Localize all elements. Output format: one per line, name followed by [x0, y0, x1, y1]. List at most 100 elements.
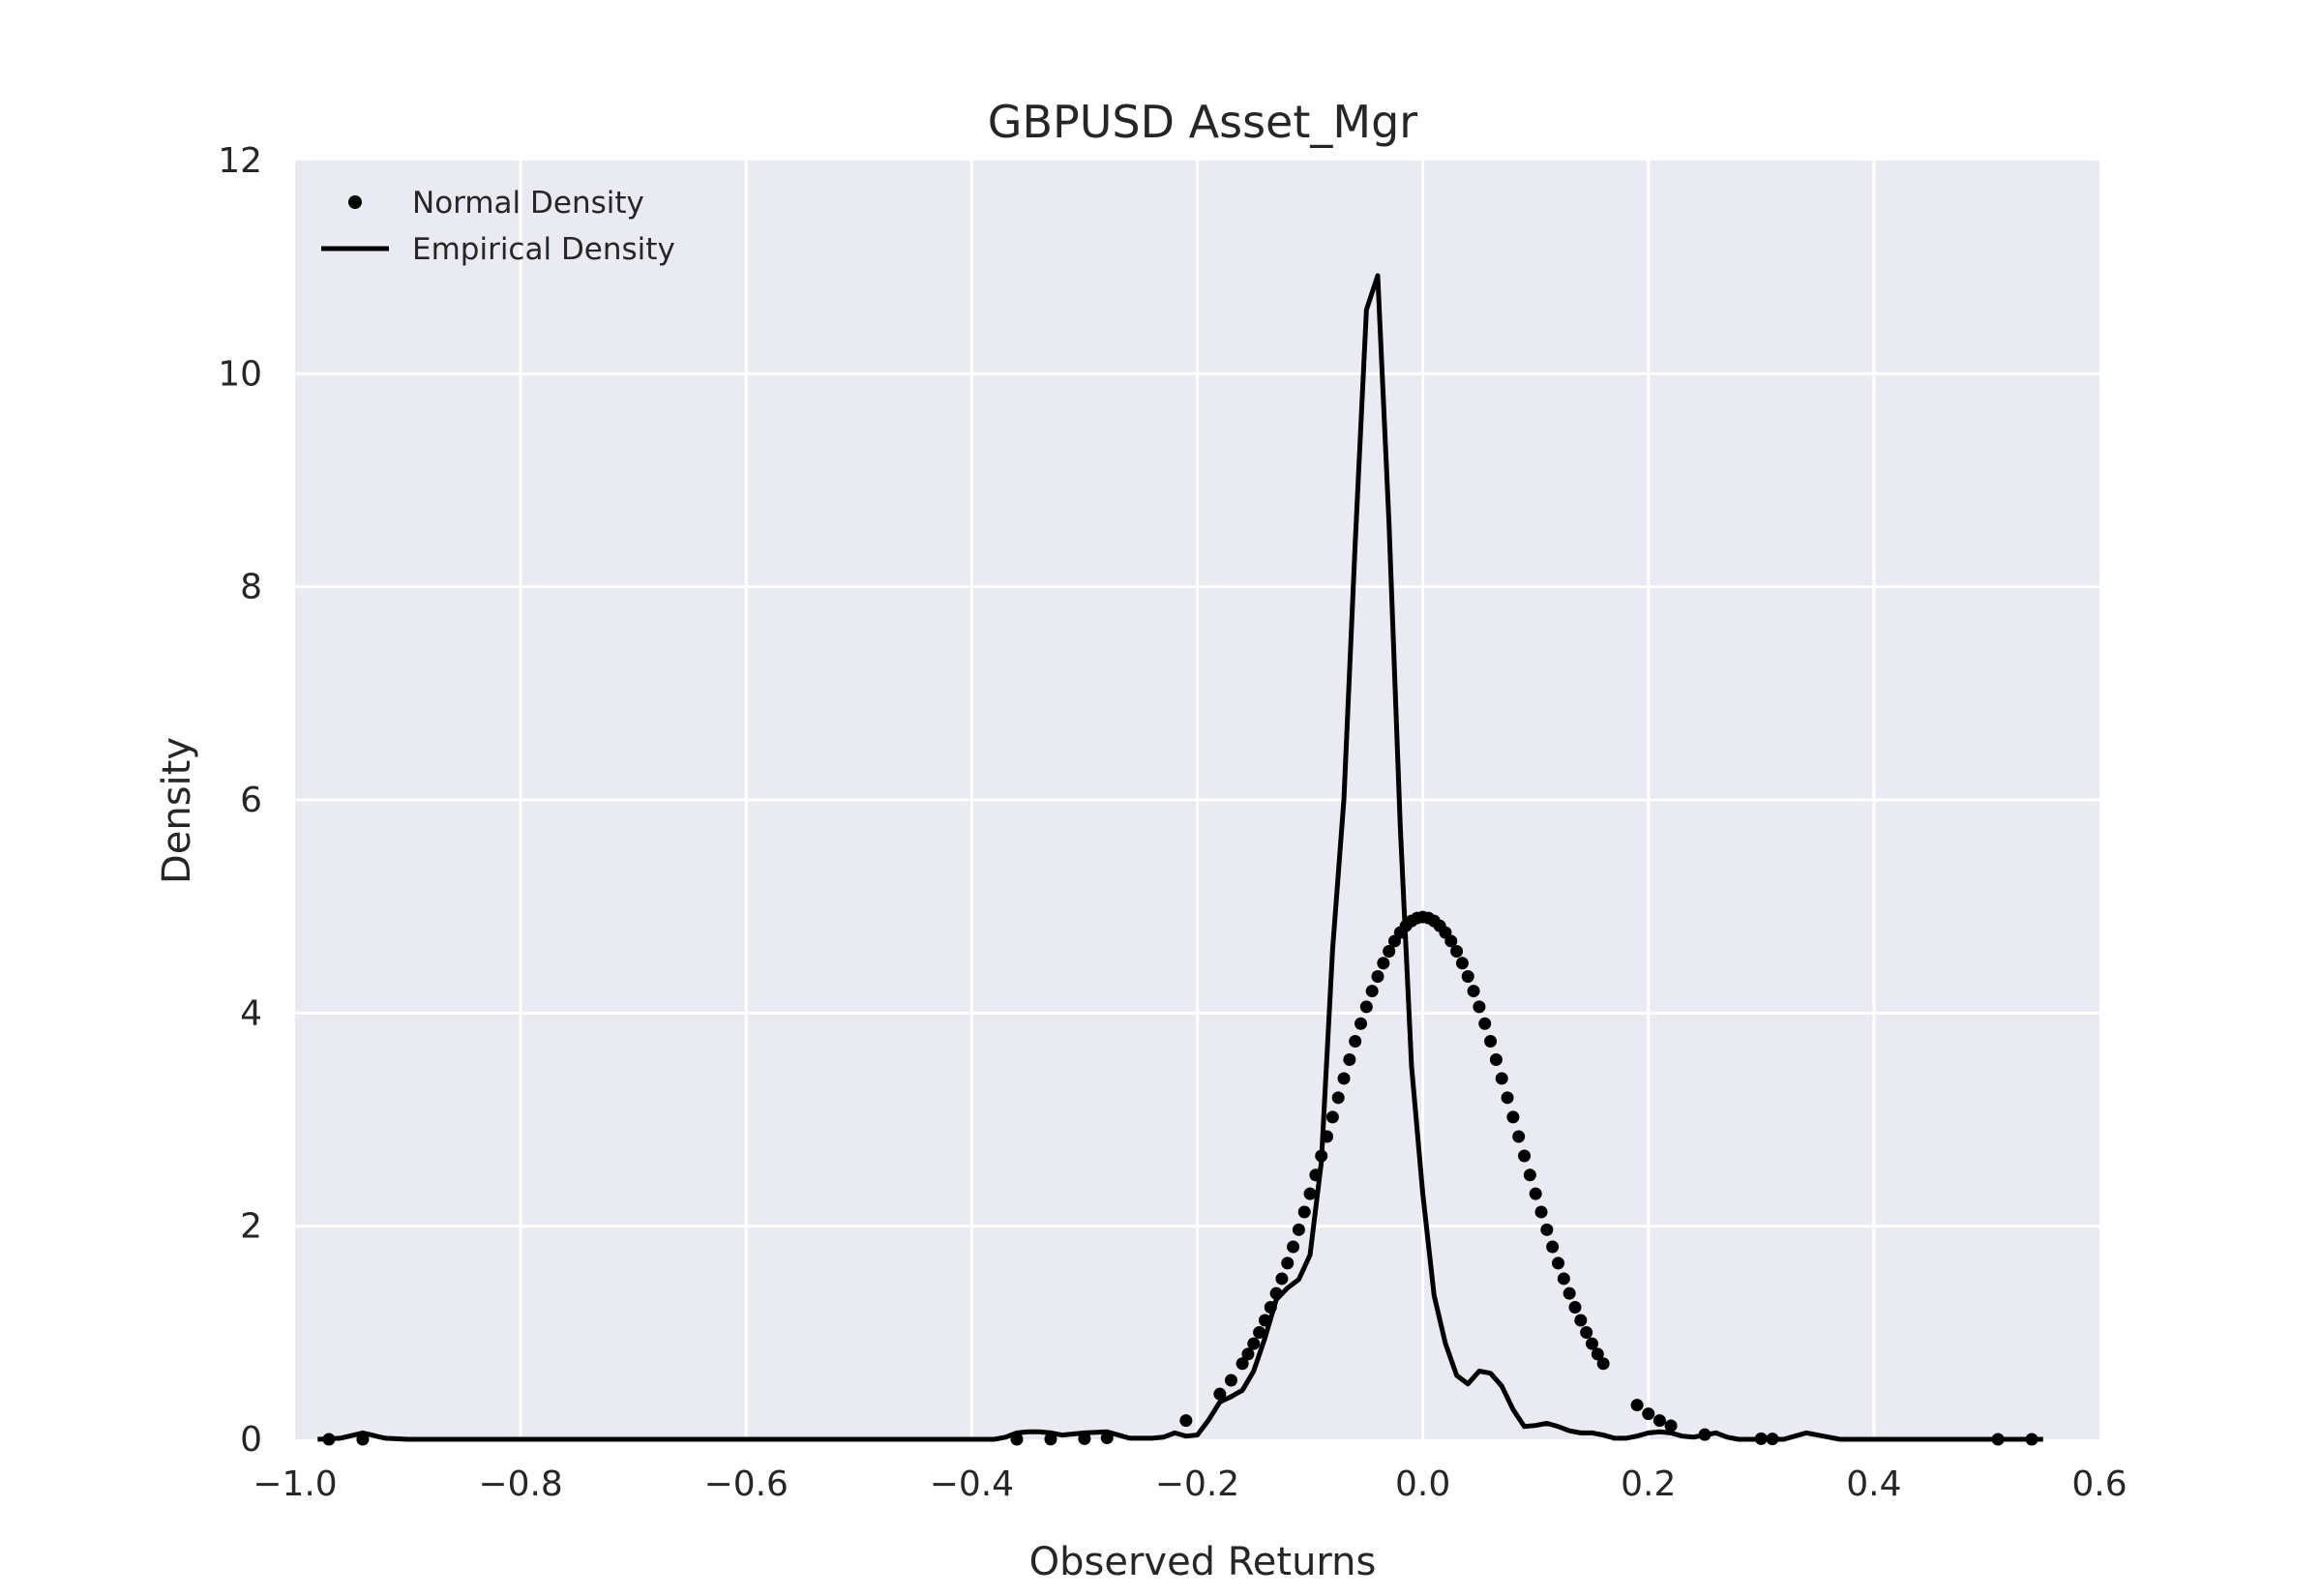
- legend-marker-normal-density: [348, 195, 362, 209]
- normal-density-point: [1450, 945, 1464, 959]
- normal-density-point: [1991, 1433, 2005, 1446]
- legend-label-normal-density: Normal Density: [412, 186, 644, 221]
- normal-density-point: [1467, 985, 1480, 998]
- normal-density-point: [1281, 1256, 1295, 1270]
- normal-density-point: [1512, 1130, 1526, 1143]
- normal-density-point: [1461, 969, 1474, 983]
- normal-density-point: [1309, 1168, 1323, 1182]
- normal-density-point: [1321, 1130, 1334, 1143]
- normal-density-point: [322, 1433, 336, 1446]
- normal-density-point: [1642, 1407, 1655, 1421]
- normal-density-point: [1754, 1432, 1768, 1445]
- normal-density-point: [1546, 1240, 1560, 1254]
- normal-density-point: [1596, 1357, 1610, 1371]
- legend-label-empirical-density: Empirical Density: [412, 232, 675, 267]
- x-tick-label: −0.2: [1155, 1464, 1239, 1504]
- normal-density-point: [1371, 969, 1384, 983]
- normal-density-point: [1253, 1326, 1266, 1340]
- normal-density-point: [1315, 1149, 1328, 1163]
- normal-density-point: [1365, 985, 1379, 998]
- normal-density-point: [1179, 1414, 1193, 1428]
- x-tick-label: −1.0: [253, 1464, 337, 1504]
- normal-density-point: [1501, 1091, 1514, 1105]
- normal-density-point: [1359, 1000, 1373, 1014]
- normal-density-point: [1580, 1326, 1593, 1340]
- y-axis-label: Density: [155, 737, 199, 884]
- chart-title: GBPUSD Asset_Mgr: [988, 96, 1417, 148]
- y-tick-label: 10: [218, 354, 262, 394]
- normal-density-point: [1258, 1314, 1271, 1327]
- normal-density-point: [1241, 1347, 1255, 1361]
- tick-labels: −1.0 −0.8 −0.6 −0.4 −0.2 0.0 0.2 0.4 0.6 0 2 4 6 8 10 1…: [218, 141, 2127, 1504]
- normal-density-point: [1275, 1272, 1289, 1286]
- normal-density-point: [1213, 1387, 1227, 1401]
- x-tick-label: 0.2: [1621, 1464, 1676, 1504]
- normal-density-point: [1652, 1414, 1666, 1428]
- normal-density-point: [1698, 1428, 1712, 1441]
- normal-density-point: [1506, 1110, 1520, 1124]
- normal-density-point: [1010, 1433, 1024, 1446]
- normal-density-point: [1349, 1035, 1362, 1049]
- normal-density-point: [1235, 1357, 1249, 1371]
- normal-density-point: [1563, 1286, 1576, 1300]
- y-tick-label: 8: [240, 568, 262, 607]
- normal-density-point: [1337, 1072, 1351, 1085]
- normal-density-point: [1557, 1272, 1570, 1286]
- x-tick-label: −0.6: [704, 1464, 789, 1504]
- x-tick-label: −0.8: [478, 1464, 562, 1504]
- normal-density-point: [1224, 1374, 1237, 1387]
- normal-density-point: [356, 1433, 370, 1446]
- x-tick-label: 0.4: [1846, 1464, 1901, 1504]
- normal-density-point: [1630, 1399, 1644, 1412]
- normal-density-point: [1518, 1149, 1532, 1163]
- x-tick-label: 0.0: [1395, 1464, 1450, 1504]
- normal-density-point: [1247, 1337, 1261, 1350]
- normal-density-point: [1484, 1035, 1498, 1049]
- normal-density-point: [1269, 1286, 1283, 1300]
- normal-density-point: [1354, 1017, 1368, 1030]
- y-tick-label: 0: [240, 1420, 262, 1460]
- normal-density-point: [1568, 1301, 1582, 1315]
- normal-density-point: [1100, 1432, 1114, 1445]
- normal-density-point: [1478, 1017, 1492, 1030]
- normal-density-point: [1325, 1110, 1339, 1124]
- normal-density-point: [1529, 1187, 1542, 1200]
- normal-density-point: [1534, 1205, 1548, 1219]
- normal-density-point: [1444, 934, 1458, 948]
- x-tick-label: 0.6: [2071, 1464, 2127, 1504]
- normal-density-point: [1044, 1433, 1057, 1446]
- normal-density-point: [1331, 1091, 1345, 1105]
- normal-density-point: [1664, 1419, 1678, 1433]
- legend: Normal Density Empirical Density: [321, 186, 675, 267]
- normal-density-point: [1523, 1168, 1536, 1182]
- normal-density-point: [1292, 1223, 1305, 1236]
- normal-density-point: [1377, 957, 1390, 970]
- normal-density-point: [2025, 1433, 2039, 1446]
- grid-lines: [295, 161, 2099, 1439]
- y-tick-label: 4: [240, 993, 262, 1033]
- y-tick-label: 6: [240, 781, 262, 820]
- y-tick-label: 2: [240, 1207, 262, 1247]
- x-axis-label: Observed Returns: [1029, 1540, 1377, 1584]
- normal-density-point: [1574, 1314, 1588, 1327]
- normal-density-point: [1540, 1223, 1554, 1236]
- x-tick-label: −0.4: [930, 1464, 1014, 1504]
- normal-density-point: [1303, 1187, 1317, 1200]
- normal-density-point: [1287, 1240, 1300, 1254]
- normal-density-point: [1766, 1433, 1779, 1446]
- normal-density-point: [1585, 1337, 1598, 1350]
- normal-density-point: [1264, 1301, 1277, 1315]
- normal-density-point: [1455, 957, 1469, 970]
- y-tick-label: 12: [218, 141, 262, 181]
- normal-density-point: [1473, 1000, 1486, 1014]
- normal-density-point: [1297, 1205, 1311, 1219]
- normal-density-point: [1489, 1052, 1503, 1066]
- normal-density-point: [1495, 1072, 1508, 1085]
- normal-density-point: [1591, 1347, 1604, 1361]
- normal-density-point: [1552, 1256, 1564, 1270]
- series-layer: [317, 273, 2043, 1446]
- normal-density-point: [1343, 1052, 1356, 1066]
- normal-density-point: [1383, 945, 1396, 959]
- normal-density-point: [1078, 1432, 1091, 1445]
